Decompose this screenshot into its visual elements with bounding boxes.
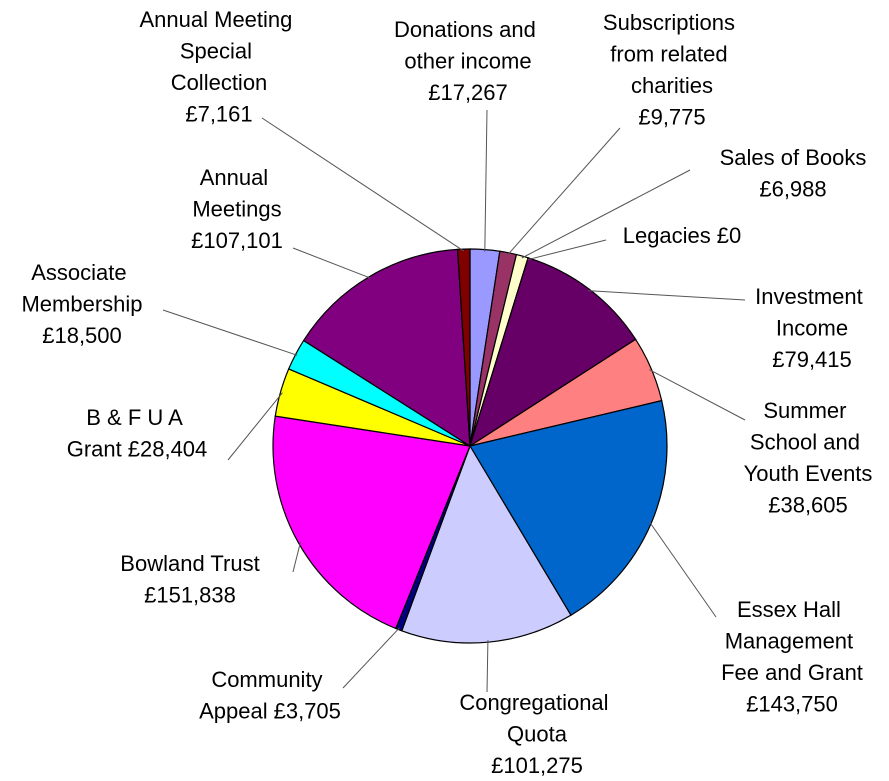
value-label: £17,267: [428, 80, 508, 105]
value-label: £101,275: [491, 753, 583, 778]
slice-label: Essex Hall Management Fee and Grant £143,…: [721, 597, 863, 717]
label-line: charities: [631, 73, 713, 98]
label-line: Congregational: [459, 690, 614, 715]
label-line: Investment: [755, 284, 869, 309]
label-line: Donations and: [394, 17, 542, 42]
label-line: Sales of Books: [720, 145, 867, 170]
pie-slice: [456, 248, 471, 447]
category-name: Legacies: [623, 223, 711, 248]
label-line: Community: [211, 667, 328, 692]
label-line: Annual: [200, 165, 275, 190]
label-line: Quota: [507, 722, 568, 747]
slice-label: Associate Membership £18,500: [21, 260, 142, 348]
label-line: Associate: [31, 260, 133, 285]
leader-line: [486, 640, 489, 693]
slice-label: Annual Meetings £107,101: [191, 165, 283, 253]
value-label: £9,775: [638, 105, 705, 130]
leader-line: [292, 542, 301, 573]
label-line: B & F U A: [86, 405, 187, 430]
category-name: Community Appeal: [199, 667, 329, 724]
value-label: £107,101: [191, 228, 283, 253]
category-name: Bowland Trust: [120, 551, 259, 576]
value-label: £18,500: [42, 323, 122, 348]
category-name: B & F U A Grant: [67, 405, 188, 462]
leader-line: [521, 169, 691, 259]
value-label: £28,404: [128, 437, 208, 462]
pie-slice: [272, 415, 471, 630]
pie-slice: [468, 257, 637, 448]
category-name: Subscriptions from related charities: [603, 10, 741, 98]
label-line: Special: [180, 39, 258, 64]
category-name: Associate Membership: [21, 260, 142, 317]
slice-label: Bowland Trust £151,838: [120, 551, 259, 608]
category-name: Donations and other income: [394, 17, 542, 74]
leader-line: [227, 392, 283, 461]
category-name: Annual Meetings: [192, 165, 281, 222]
leader-line: [261, 117, 465, 252]
label-line: School and: [750, 430, 866, 455]
label-line: Meetings: [192, 197, 281, 222]
value-label: £79,415: [772, 347, 852, 372]
leader-line: [342, 627, 400, 689]
slice-label: Sales of Books £6,988: [720, 145, 867, 202]
slice-label: Investment Income £79,415: [755, 284, 869, 372]
label-line: other income: [404, 49, 531, 74]
label-line: Subscriptions: [603, 10, 741, 35]
label-line: Fee and Grant: [721, 660, 863, 685]
category-name: Investment Income: [755, 284, 869, 341]
slice-label: Legacies £0: [623, 223, 742, 248]
pie-slice: [302, 248, 471, 448]
label-line: Income: [776, 316, 848, 341]
leader-line: [527, 239, 607, 261]
pie-slice: [469, 399, 668, 617]
value-label: £3,705: [274, 699, 341, 724]
slice-label: Donations and other income £17,267: [394, 17, 542, 105]
slice-label: Community Appeal £3,705: [199, 667, 341, 724]
label-line: Appeal: [199, 699, 268, 724]
label-line: Bowland Trust: [120, 551, 259, 576]
label-line: Essex Hall: [737, 597, 847, 622]
value-label: £0: [717, 223, 741, 248]
label-line: from related: [610, 42, 734, 67]
slice-label: Summer School and Youth Events £38,605: [744, 398, 873, 518]
value-label: £38,605: [768, 493, 848, 518]
leader-line: [484, 109, 488, 252]
leader-line: [649, 369, 746, 421]
slice-label: Annual Meeting Special Collection £7,161: [140, 7, 299, 127]
category-name: Sales of Books: [720, 145, 867, 170]
category-name: Summer School and Youth Events: [744, 398, 873, 486]
value-label: £6,988: [759, 177, 826, 202]
category-name: Congregational Quota: [459, 690, 614, 747]
leader-line: [507, 127, 621, 256]
leader-line: [162, 309, 298, 356]
label-line: Management: [725, 629, 860, 654]
label-line: Legacies: [623, 223, 711, 248]
value-label: £7,161: [185, 102, 252, 127]
category-name: Essex Hall Management Fee and Grant: [721, 597, 863, 685]
label-line: Collection: [171, 70, 268, 95]
category-name: Annual Meeting Special Collection: [140, 7, 299, 95]
label-line: Membership: [21, 292, 142, 317]
value-label: £151,838: [144, 583, 236, 608]
slice-label: B & F U A Grant £28,404: [67, 405, 208, 462]
label-line: Annual Meeting: [140, 7, 299, 32]
leader-line: [649, 521, 717, 618]
slice-label: Subscriptions from related charities £9,7…: [603, 10, 741, 130]
leader-line: [292, 247, 371, 279]
slice-label: Congregational Quota £101,275: [459, 690, 614, 778]
value-label: £143,750: [746, 692, 838, 717]
leader-line: [587, 290, 746, 301]
label-line: Youth Events: [744, 461, 873, 486]
label-line: Grant: [67, 437, 122, 462]
label-line: Summer: [763, 398, 852, 423]
